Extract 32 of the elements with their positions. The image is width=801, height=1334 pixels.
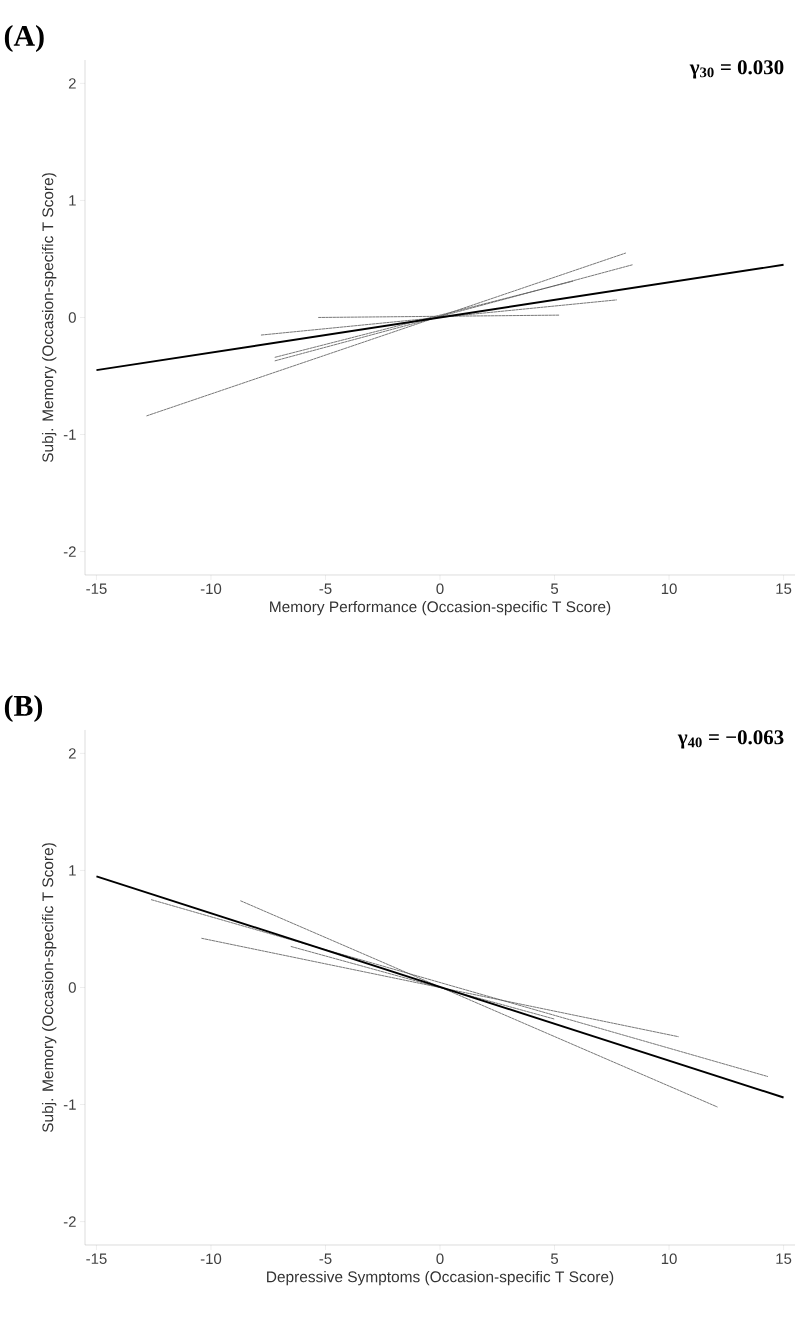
x-axis-title: Depressive Symptoms (Occasion-specific T Score) (267, 1270, 614, 1286)
y-tick-label: -2 (63, 1216, 76, 1227)
x-axis-title: Memory Performance (Occasion-specific T Score) (270, 600, 611, 616)
x-tick-label: -15 (86, 583, 107, 594)
x-tick-label: 5 (550, 583, 559, 594)
x-tick-label: -10 (200, 1253, 222, 1265)
y-tick-label: 2 (68, 78, 76, 89)
y-tick-label: 1 (69, 195, 76, 206)
x-tick-label: 10 (661, 1253, 677, 1265)
y-tick-label: 0 (68, 312, 76, 323)
x-tick-label: -10 (200, 583, 222, 595)
chart-title: (B) (4, 694, 43, 723)
x-tick-label: 15 (776, 1253, 792, 1264)
y-tick-label: -1 (63, 429, 76, 440)
y-tick-label: -2 (63, 546, 76, 557)
x-tick-label: 0 (436, 1253, 444, 1265)
x-tick-label: 0 (436, 583, 444, 595)
x-tick-label: 5 (550, 1253, 559, 1264)
x-tick-label: -15 (86, 1253, 107, 1264)
x-tick-label: 10 (661, 583, 677, 595)
x-tick-label: -5 (319, 583, 332, 594)
y-axis-title: Subj. Memory (Occasion-specific T Score) (41, 173, 57, 463)
y-tick-label: 1 (69, 865, 76, 876)
y-axis-title: Subj. Memory (Occasion-specific T Score) (41, 843, 57, 1133)
annotation: γ$_{40}$ = −0.063 (677, 730, 784, 749)
x-tick-label: 15 (776, 583, 792, 594)
annotation: γ$_{30}$ = 0.030 (689, 60, 784, 79)
chart-title: (A) (4, 24, 44, 53)
y-tick-label: 2 (68, 748, 76, 759)
y-tick-label: -1 (63, 1099, 76, 1110)
x-tick-label: -5 (319, 1253, 332, 1264)
y-tick-label: 0 (68, 982, 76, 993)
